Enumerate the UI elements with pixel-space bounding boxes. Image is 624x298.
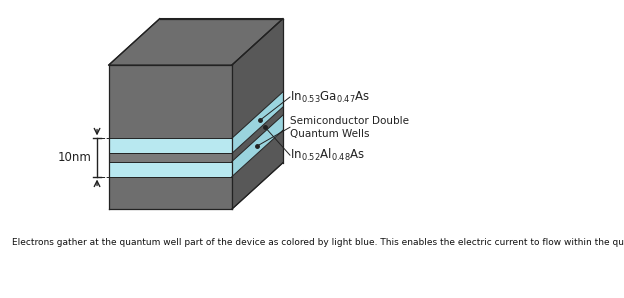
Polygon shape	[232, 92, 283, 153]
Polygon shape	[232, 115, 283, 177]
Polygon shape	[109, 138, 232, 153]
Text: $\mathrm{In_{0.53}Ga_{0.47}As}$: $\mathrm{In_{0.53}Ga_{0.47}As}$	[290, 89, 370, 105]
Polygon shape	[109, 162, 232, 177]
Polygon shape	[109, 18, 283, 65]
Polygon shape	[109, 177, 232, 209]
Text: $\mathrm{In_{0.52}Al_{0.48}As}$: $\mathrm{In_{0.52}Al_{0.48}As}$	[290, 147, 365, 163]
Polygon shape	[232, 18, 283, 138]
Text: 10nm: 10nm	[57, 151, 91, 164]
Text: Electrons gather at the quantum well part of the device as colored by light blue: Electrons gather at the quantum well par…	[12, 238, 624, 247]
Polygon shape	[109, 65, 232, 138]
Polygon shape	[232, 130, 283, 209]
Text: Semiconductor Double
Quantum Wells: Semiconductor Double Quantum Wells	[290, 116, 409, 139]
Polygon shape	[109, 153, 232, 162]
Polygon shape	[232, 107, 283, 162]
